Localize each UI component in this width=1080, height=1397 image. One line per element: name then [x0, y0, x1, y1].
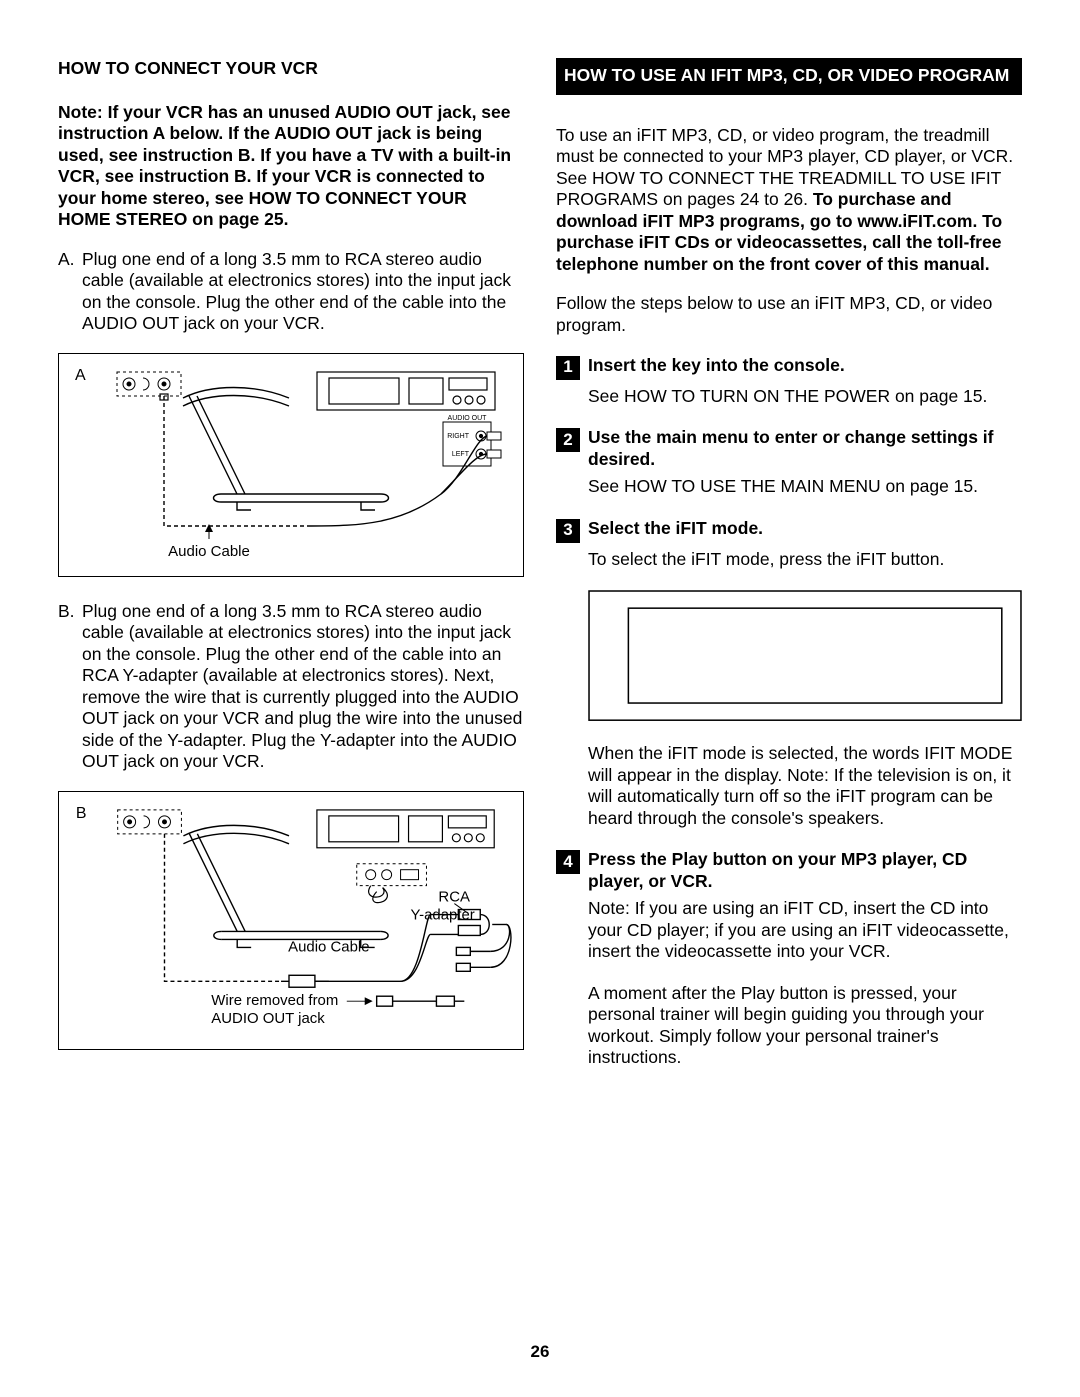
step-3-body2: When the iFIT mode is selected, the word… [588, 743, 1022, 829]
step-3-title: Select the iFIT mode. [588, 518, 763, 543]
left-note: Note: If your VCR has an unused AUDIO OU… [58, 102, 524, 231]
figB-wire-l1: Wire removed from [211, 992, 338, 1009]
step-2: 2 Use the main menu to enter or change s… [556, 427, 1022, 470]
left-heading: HOW TO CONNECT YOUR VCR [58, 58, 524, 80]
step-1-title: Insert the key into the console. [588, 355, 845, 380]
step-4-body1: Note: If you are using an iFIT CD, inser… [588, 898, 1022, 963]
figure-b: B [58, 791, 524, 1050]
instruction-a-label: A. [58, 249, 82, 335]
step-3-num: 3 [556, 519, 580, 543]
right-p1: To use an iFIT MP3, CD, or video program… [556, 125, 1022, 276]
page-number: 26 [0, 1342, 1080, 1363]
step-3: 3 Select the iFIT mode. [556, 518, 1022, 543]
figB-audio-cable: Audio Cable [288, 938, 369, 955]
figB-yadapter: Y-adapter [411, 906, 475, 923]
figB-wire-l2: AUDIO OUT jack [211, 1010, 325, 1027]
step-2-title: Use the main menu to enter or change set… [588, 427, 1022, 470]
right-column: HOW TO USE AN IFIT MP3, CD, OR VIDEO PRO… [556, 58, 1022, 1089]
instruction-b: B. Plug one end of a long 3.5 mm to RCA … [58, 601, 524, 773]
figA-right: RIGHT [447, 433, 470, 440]
instruction-b-label: B. [58, 601, 82, 773]
manual-page: HOW TO CONNECT YOUR VCR Note: If your VC… [0, 0, 1080, 1397]
figB-rca: RCA [438, 888, 470, 905]
step-3-body1: To select the iFIT mode, press the iFIT … [588, 549, 1022, 571]
right-p2: Follow the steps below to use an iFIT MP… [556, 293, 1022, 336]
figA-audio-out: AUDIO OUT [448, 415, 488, 422]
figA-audio-cable: Audio Cable [168, 543, 250, 560]
step-2-body: See HOW TO USE THE MAIN MENU on page 15. [588, 476, 1022, 498]
step-2-num: 2 [556, 428, 580, 452]
right-heading-bar: HOW TO USE AN IFIT MP3, CD, OR VIDEO PRO… [556, 58, 1022, 95]
left-column: HOW TO CONNECT YOUR VCR Note: If your VC… [58, 58, 524, 1089]
console-display [588, 590, 1022, 721]
step-1-num: 1 [556, 356, 580, 380]
instruction-b-text: Plug one end of a long 3.5 mm to RCA ste… [82, 601, 524, 773]
step-4-num: 4 [556, 850, 580, 874]
figB-corner-label: B [76, 805, 87, 822]
two-column-layout: HOW TO CONNECT YOUR VCR Note: If your VC… [58, 58, 1022, 1089]
step-4: 4 Press the Play button on your MP3 play… [556, 849, 1022, 892]
instruction-a-text: Plug one end of a long 3.5 mm to RCA ste… [82, 249, 524, 335]
figA-corner-label: A [75, 367, 86, 384]
figure-a: A [58, 353, 524, 577]
step-1: 1 Insert the key into the console. [556, 355, 1022, 380]
figure-b-svg: B [59, 792, 523, 1049]
figA-left: LEFT [452, 451, 470, 458]
figure-a-svg: A [59, 354, 523, 576]
instruction-a: A. Plug one end of a long 3.5 mm to RCA … [58, 249, 524, 335]
step-1-body: See HOW TO TURN ON THE POWER on page 15. [588, 386, 1022, 408]
step-4-title: Press the Play button on your MP3 player… [588, 849, 1022, 892]
step-4-body2: A moment after the Play button is presse… [588, 983, 1022, 1069]
